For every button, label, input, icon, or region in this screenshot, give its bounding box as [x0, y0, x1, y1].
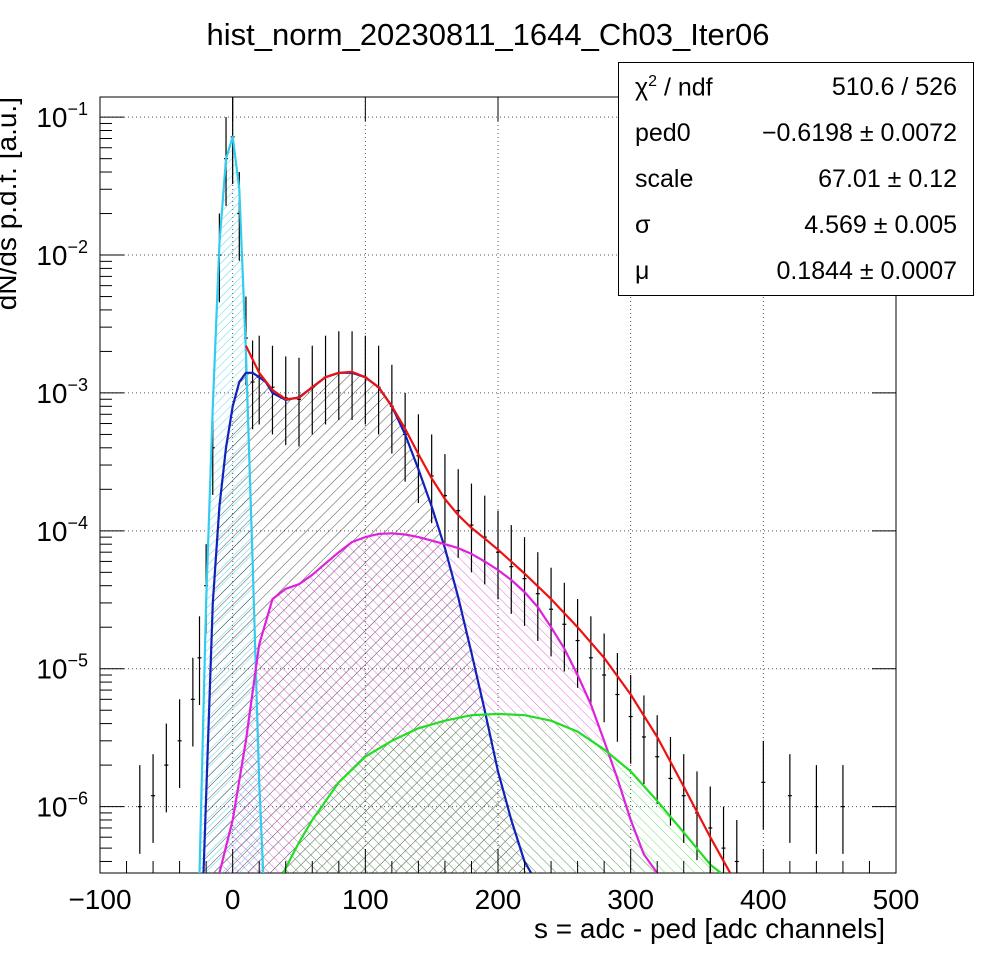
y-axis-label: dN/ds p.d.f. [a.u.] — [0, 97, 22, 310]
stats-row-sigma: σ 4.569 ± 0.005 — [619, 201, 973, 247]
stats-name: ped0 — [635, 119, 691, 147]
x-tick-label: 0 — [225, 884, 241, 915]
stats-box: χ2 / ndf 510.6 / 526 ped0 −0.6198 ± 0.00… — [618, 62, 974, 296]
y-tick-label: 10−5 — [36, 651, 88, 685]
stats-value: 0.1844 ± 0.0007 — [776, 257, 957, 285]
fit-curves — [198, 135, 732, 873]
y-tick-label: 10−1 — [36, 99, 88, 133]
x-tick-label: 200 — [475, 884, 522, 915]
x-tick-label: 300 — [607, 884, 654, 915]
stats-row-scale: scale 67.01 ± 0.12 — [619, 155, 973, 201]
chart-title: hist_norm_20230811_1644_Ch03_Iter06 — [206, 17, 769, 52]
stats-name: χ2 / ndf — [635, 73, 713, 102]
stats-value: 510.6 / 526 — [831, 73, 957, 101]
y-tick-label: 10−4 — [36, 513, 88, 547]
x-tick-label: 100 — [342, 884, 389, 915]
x-tick-label: 500 — [873, 884, 920, 915]
stats-name: μ — [635, 257, 650, 285]
stats-row-chi2: χ2 / ndf 510.6 / 526 — [619, 63, 973, 109]
x-axis-label: s = adc - ped [adc channels] — [534, 913, 885, 944]
axes: −100 0 100 200 300 400 500 10−6 10−5 10−4 10−3 10−2… — [36, 97, 919, 915]
stats-value: 4.569 ± 0.005 — [804, 211, 957, 239]
data-histogram — [137, 97, 845, 873]
fit-curve-0 — [198, 135, 265, 873]
y-tick-label: 10−3 — [36, 375, 88, 409]
stats-row-mu: μ 0.1844 ± 0.0007 — [619, 247, 973, 293]
y-tick-label: 10−2 — [36, 237, 88, 271]
stats-row-ped0: ped0 −0.6198 ± 0.0072 — [619, 109, 973, 155]
x-tick-label: 400 — [740, 884, 787, 915]
fit-curve-4 — [244, 345, 732, 873]
stats-name: σ — [635, 211, 651, 239]
stats-name: scale — [635, 165, 694, 193]
x-tick-label: −100 — [68, 884, 131, 915]
stats-value: 67.01 ± 0.12 — [818, 165, 957, 193]
fit-curve-3 — [282, 712, 722, 873]
component-fill-3 — [283, 713, 721, 873]
stats-value: −0.6198 ± 0.0072 — [761, 119, 957, 147]
component-fills — [199, 136, 721, 873]
y-tick-label: 10−6 — [36, 789, 88, 823]
fit-curve-2 — [218, 532, 659, 873]
